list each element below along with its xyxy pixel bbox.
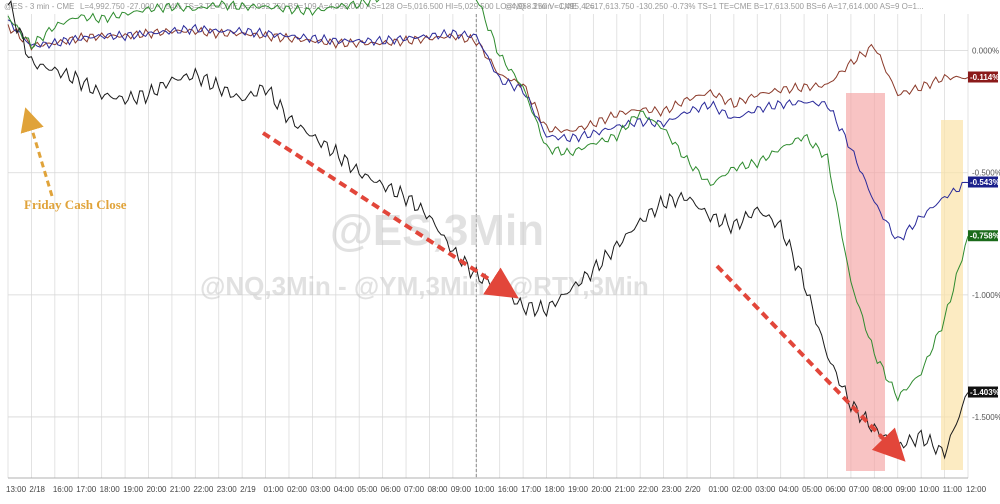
x-tick-label: 06:00 bbox=[826, 485, 847, 494]
x-tick-label: 06:00 bbox=[381, 485, 402, 494]
x-tick-label: 03:00 bbox=[310, 485, 331, 494]
value-badge-label: -1.403% bbox=[970, 388, 1000, 397]
x-tick-label: 23:00 bbox=[217, 485, 238, 494]
x-tick-label: 22:00 bbox=[193, 485, 214, 494]
x-tick-label: 08:00 bbox=[427, 485, 448, 494]
x-tick-label: 02:00 bbox=[287, 485, 308, 494]
x-tick-label: 01:00 bbox=[708, 485, 729, 494]
x-tick-label: 18:00 bbox=[545, 485, 566, 494]
x-tick-label: 02:00 bbox=[732, 485, 753, 494]
x-tick-label: 09:00 bbox=[896, 485, 917, 494]
trend-arrow-right bbox=[715, 264, 906, 462]
annotation-friday-cash-close: Friday Cash Close bbox=[24, 197, 127, 212]
value-badge: -1.403% bbox=[968, 386, 1000, 398]
header-right-symbol: @NQ - 3 min - CME bbox=[505, 2, 577, 11]
header-left-symbol: @ES - 3 min - CME bbox=[4, 2, 74, 11]
x-tick-label: 01:00 bbox=[264, 485, 285, 494]
header-right-fields: L=17,613.750 -130.250 -0.73% TS=1 TE=CME… bbox=[585, 2, 924, 11]
value-badge-box bbox=[968, 386, 998, 398]
x-tick-label: 16:00 bbox=[53, 485, 74, 494]
value-badge-label: -0.114% bbox=[970, 73, 999, 82]
x-tick-label: 03:00 bbox=[755, 485, 776, 494]
x-tick-label: 04:00 bbox=[779, 485, 800, 494]
watermark-sub: @NQ,3Min - @YM,3Min - @RTY,3Min bbox=[200, 271, 649, 301]
x-tick-label: 2/18 bbox=[29, 485, 45, 494]
x-tick-label: 21:00 bbox=[615, 485, 636, 494]
y-tick-label: -0.500% bbox=[972, 169, 1000, 178]
x-tick-label: 17:00 bbox=[76, 485, 97, 494]
x-tick-label: 12:00 bbox=[966, 485, 987, 494]
x-tick-label: 05:00 bbox=[357, 485, 378, 494]
value-badges: -0.114% -0.543% -0.758% -1.403% bbox=[968, 71, 1000, 398]
value-badge-box bbox=[968, 230, 998, 242]
series-line-nq bbox=[7, 19, 969, 241]
x-tick-label: 07:00 bbox=[404, 485, 425, 494]
x-tick-label: 05:00 bbox=[802, 485, 823, 494]
x-tick-label: 19:00 bbox=[568, 485, 589, 494]
x-tick-label: 17:00 bbox=[521, 485, 542, 494]
value-badge: -0.114% bbox=[968, 71, 999, 83]
x-tick-label: 19:00 bbox=[123, 485, 144, 494]
value-badge-box bbox=[968, 176, 998, 188]
value-badge-box bbox=[968, 71, 998, 83]
x-tick-label: 20:00 bbox=[591, 485, 612, 494]
x-tick-label: 08:00 bbox=[872, 485, 893, 494]
x-tick-label: 11:00 bbox=[943, 485, 963, 494]
value-badge-label: -0.543% bbox=[970, 178, 1000, 187]
x-tick-label: 13:00 bbox=[6, 485, 27, 494]
value-badge-label: -0.758% bbox=[970, 232, 1000, 241]
y-axis: 0.000% -0.500% -1.000% -1.500% bbox=[972, 47, 1000, 422]
x-tick-label: 04:00 bbox=[334, 485, 355, 494]
x-tick-label: 18:00 bbox=[100, 485, 121, 494]
x-tick-label: 22:00 bbox=[638, 485, 659, 494]
x-tick-label: 2/19 bbox=[240, 485, 256, 494]
x-tick-label: 07:00 bbox=[849, 485, 870, 494]
x-tick-label: 23:00 bbox=[662, 485, 683, 494]
x-tick-label: 2/20 bbox=[685, 485, 701, 494]
arrow-layer bbox=[20, 107, 906, 462]
header-bar: @ES - 3 min - CME L=4,992.750 -27.000 -0… bbox=[4, 2, 924, 11]
y-tick-label: -1.000% bbox=[972, 291, 1000, 300]
value-badge: -0.543% bbox=[968, 176, 1000, 188]
x-tick-label: 09:00 bbox=[451, 485, 472, 494]
series-line-es bbox=[7, 24, 969, 134]
x-tick-label: 10:00 bbox=[919, 485, 940, 494]
series-layer bbox=[7, 0, 969, 460]
x-tick-label: 21:00 bbox=[170, 485, 191, 494]
trend-arrow-left bbox=[261, 131, 519, 299]
value-badge: -0.758% bbox=[968, 230, 1000, 242]
watermark-main: @ES,3Min bbox=[330, 206, 544, 255]
series-line-ym bbox=[7, 0, 969, 403]
x-tick-label: 16:00 bbox=[498, 485, 519, 494]
annotation-arrow bbox=[20, 107, 54, 197]
x-tick-label: 20:00 bbox=[146, 485, 167, 494]
y-tick-label: 0.000% bbox=[972, 47, 999, 56]
x-tick-label: 10:00 bbox=[474, 485, 495, 494]
y-tick-label: -1.500% bbox=[972, 413, 1000, 422]
header-left-fields: L=4,992.750 -27.000 -0.54% TS=3 TE=CME B… bbox=[80, 2, 595, 11]
grid-layer bbox=[7, 14, 969, 478]
x-axis: 13:00 2/18 16:00 17:00 18:00 19:00 20:00 21:00 2… bbox=[6, 477, 987, 494]
